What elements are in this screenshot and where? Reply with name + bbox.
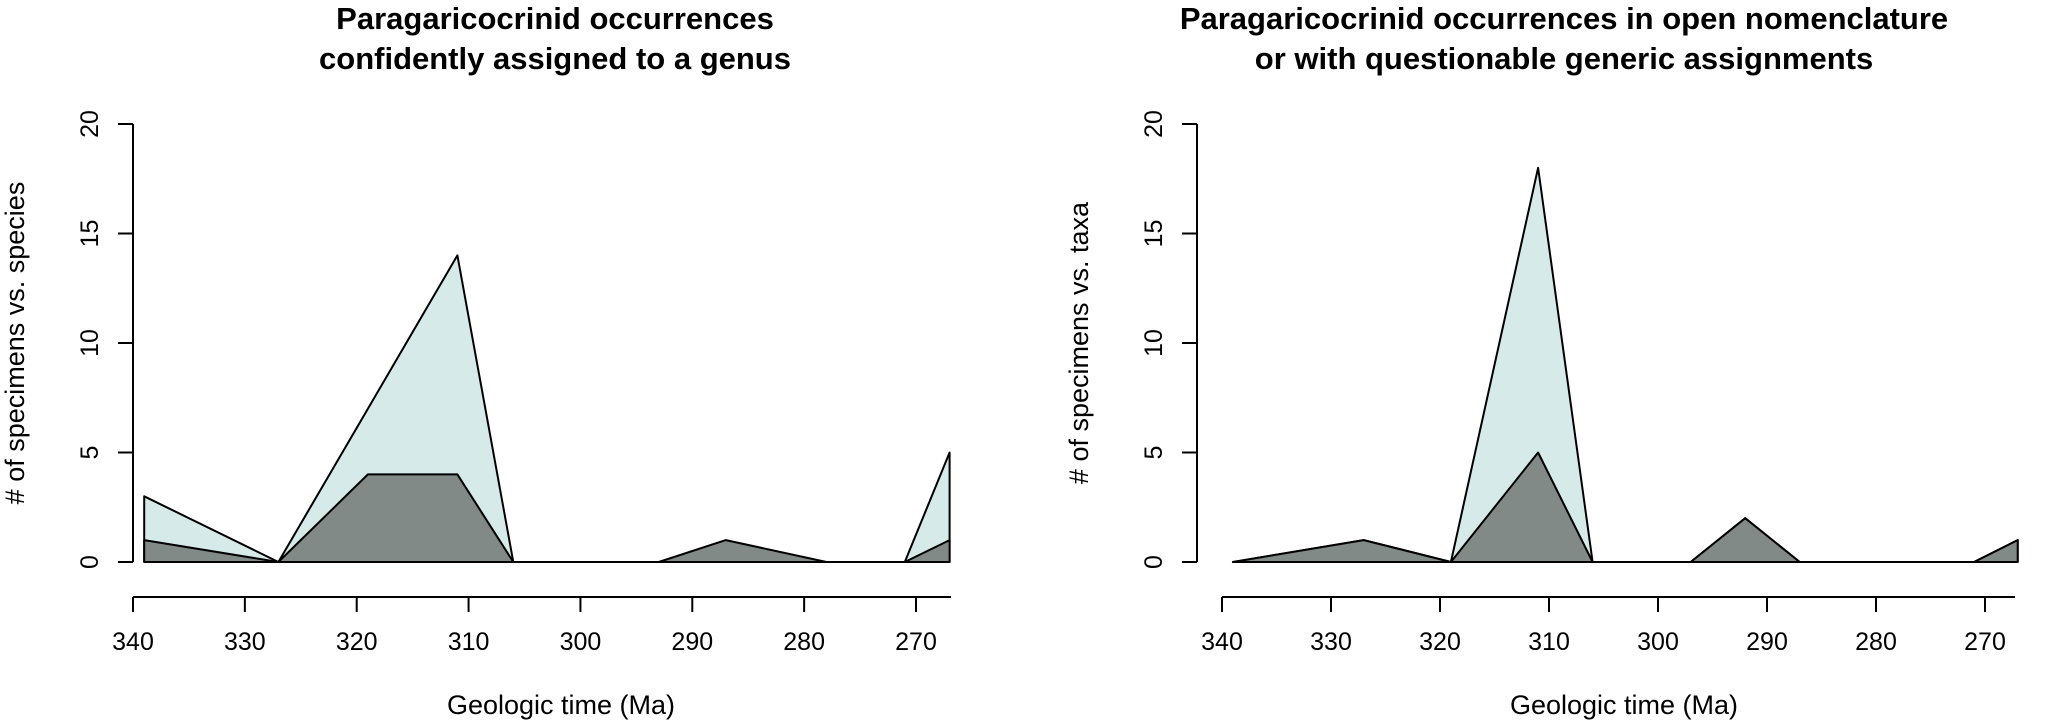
chart-title-line-1: Paragaricocrinid occurrences	[336, 1, 774, 36]
area-series-total	[1231, 166, 2019, 563]
x-tick-label: 340	[1201, 628, 1243, 656]
x-tick-label: 270	[1964, 628, 2006, 656]
y-axis-ticks: 0 5 10 15 20	[1140, 110, 1197, 569]
y-tick-label: 5	[76, 446, 104, 460]
x-tick-label: 290	[1746, 628, 1788, 656]
y-tick-label: 15	[76, 220, 104, 248]
y-axis-ticks: 0 5 10 15 20	[76, 110, 133, 569]
x-tick-label: 280	[783, 628, 825, 656]
x-tick-label: 300	[560, 628, 602, 656]
area-series-subset	[143, 473, 951, 563]
x-tick-label: 340	[112, 628, 154, 656]
y-tick-label: 0	[76, 555, 104, 569]
x-tick-label: 320	[1419, 628, 1461, 656]
chart-title-line-1: Paragaricocrinid occurrences in open nom…	[1180, 1, 1948, 36]
y-tick-label: 10	[1140, 329, 1168, 357]
x-axis-label: Geologic time (Ma)	[1510, 690, 1738, 720]
chart-title-line-2: or with questionable generic assignments	[1255, 41, 1873, 76]
x-axis-ticks: 340 330 320 310 300 290 280 270	[1201, 597, 2006, 656]
area-series-total	[143, 254, 951, 563]
x-axis-label: Geologic time (Ma)	[447, 690, 675, 720]
x-tick-label: 310	[1528, 628, 1570, 656]
x-tick-label: 330	[224, 628, 266, 656]
x-tick-label: 330	[1310, 628, 1352, 656]
x-tick-label: 310	[448, 628, 490, 656]
chart-panel-left: Paragaricocrinid occurrences confidently…	[0, 1, 951, 720]
x-tick-label: 280	[1855, 628, 1897, 656]
area-series-subset	[1231, 451, 2019, 563]
y-tick-label: 10	[76, 329, 104, 357]
y-tick-label: 20	[76, 110, 104, 138]
chart-title-line-2: confidently assigned to a genus	[319, 41, 791, 76]
plot-area	[1231, 166, 2019, 563]
y-tick-label: 15	[1140, 220, 1168, 248]
x-tick-label: 270	[895, 628, 937, 656]
y-tick-label: 20	[1140, 110, 1168, 138]
chart-panel-right: Paragaricocrinid occurrences in open nom…	[1064, 1, 2019, 720]
y-axis-label: # of specimens vs. species	[0, 182, 30, 505]
x-tick-label: 320	[336, 628, 378, 656]
y-axis-label: # of specimens vs. taxa	[1064, 201, 1094, 484]
x-tick-label: 300	[1637, 628, 1679, 656]
x-axis-ticks: 340 330 320 310 300 290 280 270	[112, 597, 937, 656]
plot-area	[143, 254, 951, 563]
y-tick-label: 5	[1140, 446, 1168, 460]
y-tick-label: 0	[1140, 555, 1168, 569]
x-tick-label: 290	[671, 628, 713, 656]
